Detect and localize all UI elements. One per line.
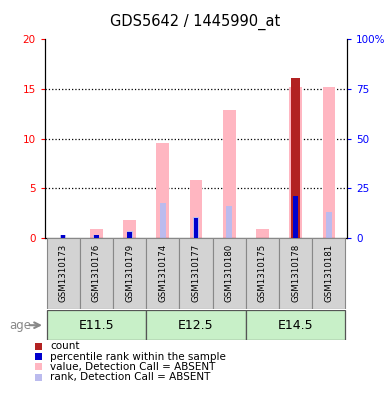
Bar [179, 238, 213, 309]
Text: count: count [50, 342, 80, 351]
Bar [156, 143, 169, 238]
Bar [127, 232, 132, 238]
Text: E12.5: E12.5 [178, 319, 214, 332]
Bar [46, 238, 80, 309]
Text: GSM1310178: GSM1310178 [291, 244, 300, 302]
Bar [279, 238, 312, 309]
Bar [123, 220, 136, 238]
Bar [80, 238, 113, 309]
Bar [193, 217, 199, 238]
Bar [146, 310, 246, 340]
Text: GSM1310174: GSM1310174 [158, 244, 167, 302]
Bar [312, 238, 346, 309]
Bar [246, 238, 279, 309]
Bar [293, 196, 298, 238]
Bar [194, 218, 198, 238]
Bar [190, 180, 202, 238]
Bar [90, 229, 103, 238]
Text: E14.5: E14.5 [278, 319, 314, 332]
Bar [226, 206, 232, 238]
Bar [223, 110, 236, 238]
Text: GSM1310179: GSM1310179 [125, 244, 134, 302]
Bar [323, 87, 335, 238]
Text: GSM1310180: GSM1310180 [225, 244, 234, 302]
Text: GDS5642 / 1445990_at: GDS5642 / 1445990_at [110, 14, 280, 30]
Bar [246, 310, 346, 340]
Bar [213, 238, 246, 309]
Text: E11.5: E11.5 [78, 319, 114, 332]
Bar [46, 310, 146, 340]
Bar [256, 229, 269, 238]
Bar [291, 78, 300, 238]
Text: GSM1310177: GSM1310177 [191, 244, 200, 302]
Bar [127, 231, 133, 238]
Bar [326, 212, 332, 238]
Text: age: age [10, 319, 32, 332]
Bar [60, 235, 66, 238]
Text: GSM1310175: GSM1310175 [258, 244, 267, 302]
Text: GSM1310176: GSM1310176 [92, 244, 101, 302]
Bar [289, 87, 302, 238]
Text: GSM1310173: GSM1310173 [58, 244, 67, 302]
Text: value, Detection Call = ABSENT: value, Detection Call = ABSENT [50, 362, 215, 372]
Bar [146, 238, 179, 309]
Bar [292, 212, 299, 238]
Text: rank, Detection Call = ABSENT: rank, Detection Call = ABSENT [50, 372, 210, 382]
Bar [93, 235, 99, 238]
Bar [61, 235, 66, 238]
Bar [94, 235, 99, 238]
Text: percentile rank within the sample: percentile rank within the sample [50, 352, 226, 362]
Bar [113, 238, 146, 309]
Text: GSM1310181: GSM1310181 [324, 244, 333, 302]
Bar [160, 203, 166, 238]
